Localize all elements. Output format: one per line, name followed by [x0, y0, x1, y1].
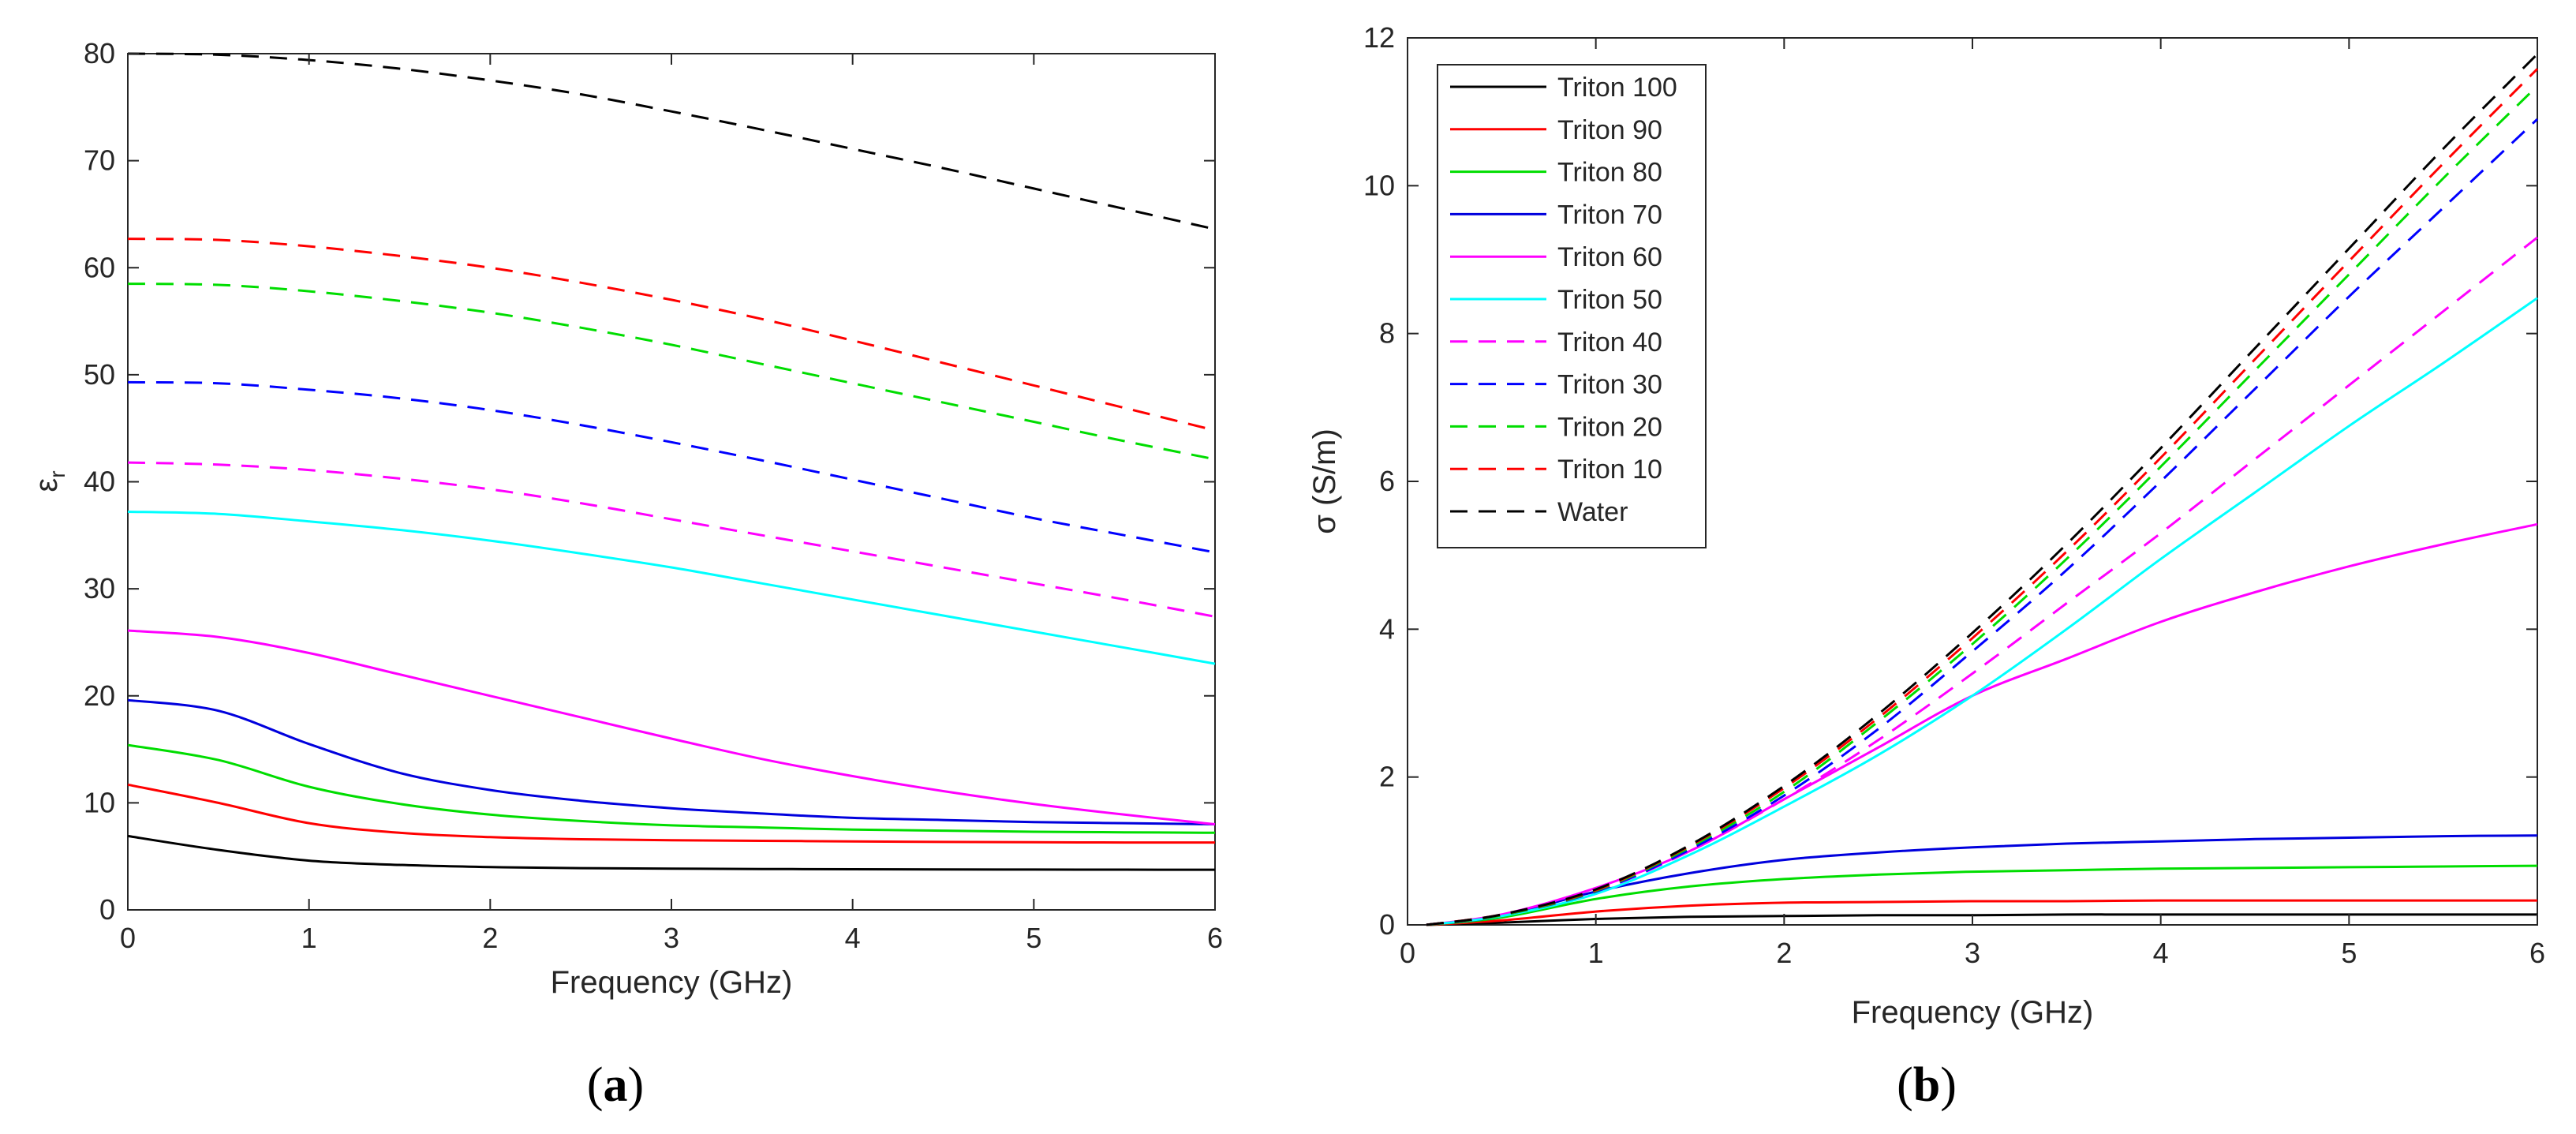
- series-line-water-b: [1426, 53, 2539, 926]
- series-line-triton-10-b: [1426, 68, 2539, 926]
- y-tick-label-b: 4: [1379, 612, 1395, 645]
- series-line-triton-90-a: [127, 783, 1215, 844]
- x-tick-label-b: 5: [2341, 937, 2357, 969]
- series-group-a: [127, 52, 1216, 871]
- x-tick-label-a: 5: [1026, 922, 1041, 954]
- y-tick-label-a: 80: [84, 37, 115, 69]
- svg-text:σ (S/m): σ (S/m): [1307, 429, 1342, 534]
- y-tick-label-a: 30: [84, 572, 115, 604]
- series-line-triton-40-a: [127, 461, 1216, 618]
- series-line-triton-50-b: [1426, 297, 2538, 926]
- y-axis-label-a: εr: [29, 470, 69, 492]
- series-line-triton-20-a: [127, 283, 1216, 461]
- series-line-triton-90-b: [1426, 899, 2537, 926]
- y-tick-label-b: 12: [1363, 21, 1395, 54]
- y-tick-label-a: 70: [84, 144, 115, 177]
- plot-area-a: [127, 53, 1216, 911]
- x-tick-label-a: 6: [1207, 922, 1223, 954]
- y-tick-label-b: 10: [1363, 169, 1395, 201]
- y-axis-symbol-a: ε: [29, 478, 64, 492]
- legend-label-water: Water: [1557, 497, 1628, 527]
- legend-label-triton-70: Triton 70: [1557, 200, 1662, 230]
- series-line-triton-80-a: [127, 743, 1216, 834]
- y-tick-label-a: 20: [84, 679, 115, 712]
- legend-label-triton-60: Triton 60: [1557, 242, 1662, 272]
- y-tick-label-b: 2: [1379, 761, 1395, 793]
- y-tick-label-b: 6: [1379, 465, 1395, 497]
- x-tick-label-b: 0: [1400, 937, 1415, 969]
- x-tick-label-b: 3: [1965, 937, 1980, 969]
- y-ticks-b: 0 2 4 6 8 10 12: [1363, 21, 2537, 941]
- y-tick-label-b: 8: [1379, 317, 1395, 350]
- x-tick-label-a: 2: [482, 922, 498, 954]
- caption-a: (a): [587, 1058, 644, 1112]
- legend-label-triton-10: Triton 10: [1557, 455, 1662, 485]
- series-line-triton-100-a: [127, 834, 1216, 871]
- x-axis-label-b: Frequency (GHz): [1852, 995, 2094, 1030]
- series-line-triton-30-a: [127, 380, 1216, 554]
- y-tick-label-a: 10: [84, 786, 115, 818]
- y-ticks-a: 0 10 20 30 40 50 60 70 80: [84, 37, 1215, 926]
- x-ticks-a: 0 1 2 3 4 5 6: [120, 54, 1223, 954]
- x-tick-label-b: 1: [1588, 937, 1604, 969]
- series-line-triton-50-a: [127, 511, 1216, 665]
- series-line-triton-70-a: [127, 698, 1216, 825]
- x-tick-label-a: 4: [845, 922, 861, 954]
- series-line-triton-60-a: [127, 629, 1216, 825]
- x-tick-label-a: 0: [120, 922, 136, 954]
- y-tick-label-a: 50: [84, 358, 115, 391]
- x-tick-label-b: 6: [2529, 937, 2545, 969]
- x-tick-label-b: 4: [2153, 937, 2169, 969]
- legend-b: Triton 100 Triton 90 Triton 80 Triton 70 Tri…: [1437, 64, 1707, 548]
- y-tick-label-a: 60: [84, 251, 115, 283]
- series-line-triton-20-b: [1426, 84, 2539, 926]
- y-tick-label-b: 0: [1379, 908, 1395, 941]
- y-tick-label-a: 0: [99, 893, 115, 926]
- legend-box: [1437, 64, 1707, 548]
- series-line-triton-40-b: [1426, 236, 2538, 926]
- series-line-triton-10-a: [127, 238, 1216, 432]
- series-line-triton-30-b: [1426, 118, 2539, 926]
- x-tick-label-a: 3: [664, 922, 679, 954]
- svg-text:εr: εr: [29, 470, 69, 492]
- caption-b: (b): [1897, 1058, 1957, 1112]
- series-group-b: [1426, 53, 2539, 926]
- x-axis-label-a: Frequency (GHz): [551, 965, 793, 1000]
- y-axis-subscript-a: r: [45, 470, 69, 477]
- chart-panel-a: 0 1 2 3 4 5 6 0 10 20 30 40 50 60 70 80 Frequency (GHz…: [29, 37, 1223, 1112]
- x-tick-label-a: 1: [301, 922, 317, 954]
- legend-label-triton-50: Triton 50: [1557, 285, 1662, 315]
- y-axis-label-b: σ (S/m): [1307, 429, 1342, 534]
- legend-label-triton-20: Triton 20: [1557, 412, 1662, 442]
- legend-label-triton-80: Triton 80: [1557, 158, 1662, 188]
- series-line-triton-80-b: [1426, 864, 2538, 926]
- y-tick-label-a: 40: [84, 466, 115, 498]
- x-tick-label-b: 2: [1776, 937, 1792, 969]
- legend-label-triton-90: Triton 90: [1557, 115, 1662, 145]
- legend-label-triton-30: Triton 30: [1557, 370, 1662, 400]
- x-ticks-b: 0 1 2 3 4 5 6: [1400, 38, 2545, 969]
- legend-label-triton-100: Triton 100: [1557, 73, 1677, 103]
- legend-label-triton-40: Triton 40: [1557, 327, 1662, 357]
